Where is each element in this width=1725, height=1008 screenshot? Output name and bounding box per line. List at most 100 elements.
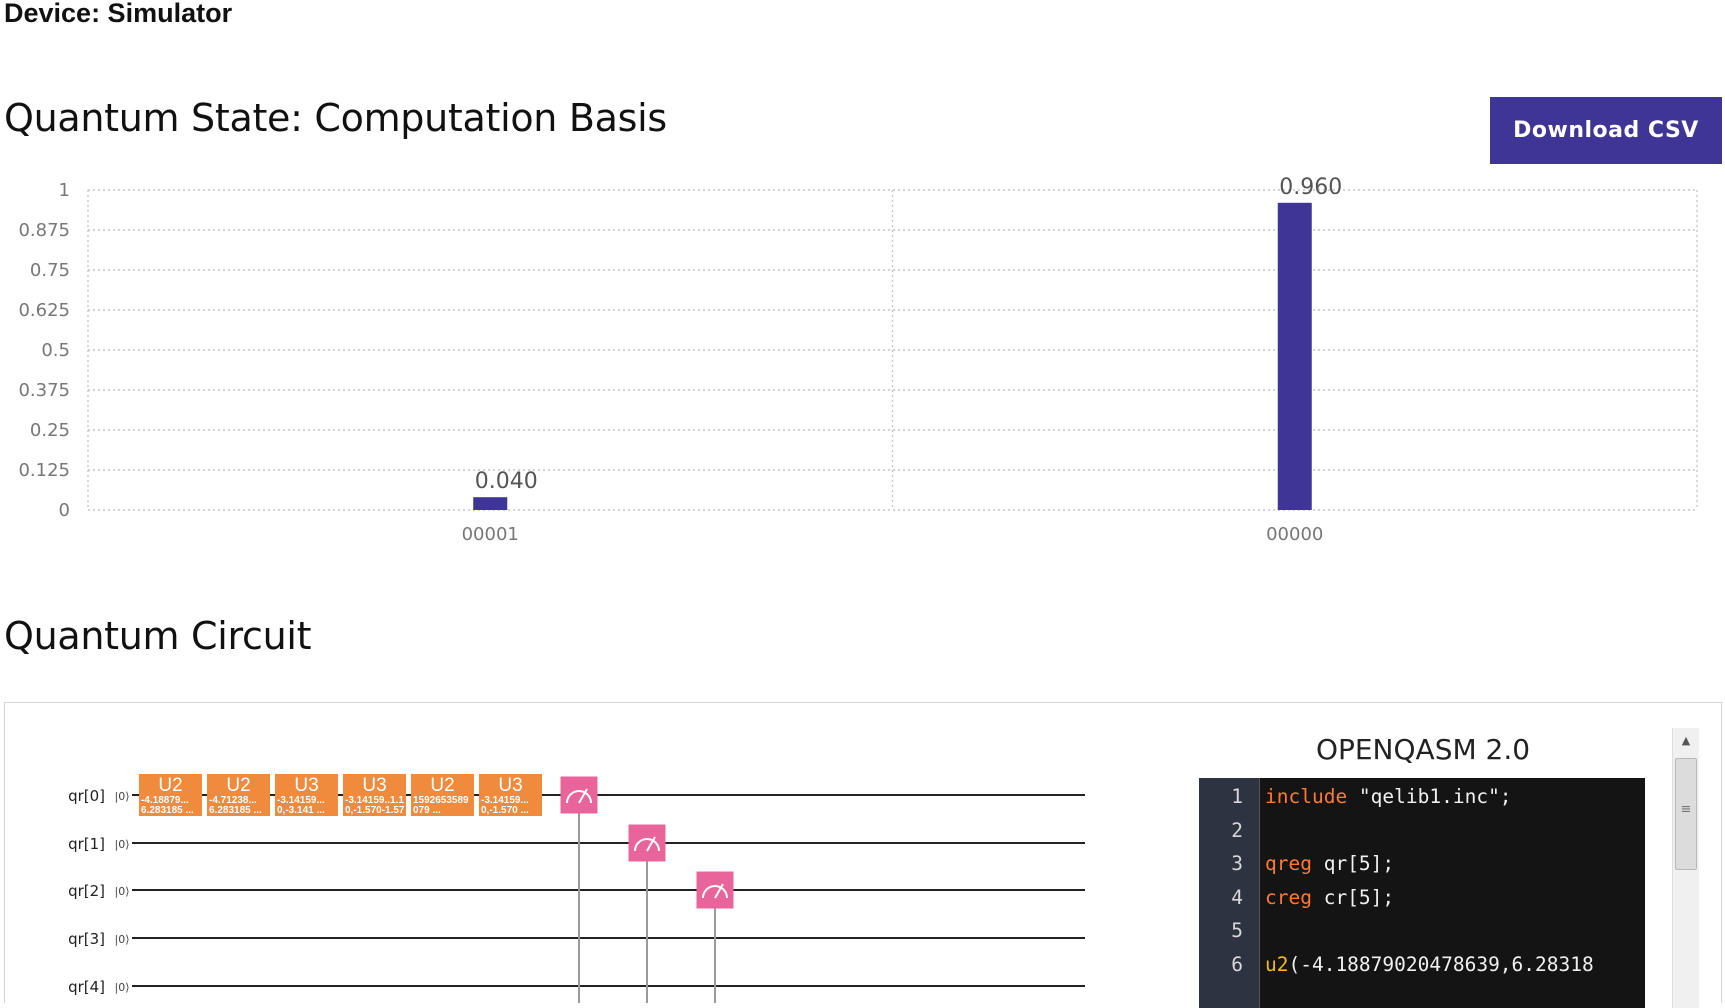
- x-tick-label: 00001: [462, 524, 519, 545]
- gate-u2[interactable]: U21592653589079 ...: [411, 774, 474, 816]
- meter-icon: [702, 885, 728, 899]
- qubit-label: qr[4]: [68, 978, 105, 996]
- y-tick-label: 0.25: [30, 420, 70, 441]
- line-number: 6: [1231, 952, 1243, 976]
- quantum-state-title: Quantum State: Computation Basis: [4, 96, 667, 140]
- gate-u2[interactable]: U2-4.71238...6.283185 ...: [207, 774, 270, 816]
- gate-param: 079 ...: [413, 805, 441, 816]
- gate-param: 0,-3.141 ...: [277, 805, 325, 816]
- editor-scrollbar[interactable]: ▲ ≡: [1672, 728, 1699, 1008]
- measure-box: [628, 824, 666, 862]
- measure-gate[interactable]: [696, 871, 734, 909]
- circuit-diagram[interactable]: qr[0] |0⟩ qr[1] |0⟩ qr[2] |0⟩ qr[3] |0⟩ qr[4] |0⟩…: [5, 703, 1195, 1003]
- quantum-circuit-title: Quantum Circuit: [4, 614, 312, 658]
- gate-u3[interactable]: U3-3.14159...0,-1.570 ...: [479, 774, 542, 816]
- measure-box: [696, 871, 734, 909]
- gate-param: 1592653589: [413, 795, 469, 806]
- bar-value-label: 0.960: [1279, 175, 1342, 200]
- gate-box: [343, 774, 406, 816]
- gate-param: 0,-1.570 ...: [481, 805, 529, 816]
- qubit-label: qr[3]: [68, 930, 105, 948]
- gate-param: 6.283185 ...: [141, 805, 194, 816]
- meter-needle-icon: [646, 836, 656, 852]
- measure-box: [560, 776, 598, 814]
- meter-needle-icon: [714, 883, 724, 899]
- code-line: 4 creg cr[5];: [1199, 881, 1645, 914]
- qubit-init-state: |0⟩: [115, 981, 130, 994]
- line-number: 2: [1231, 818, 1243, 842]
- measure-gate[interactable]: [560, 776, 598, 814]
- gate-param: 6.283185 ...: [209, 805, 262, 816]
- code-keyword: include: [1265, 785, 1348, 808]
- line-number: 5: [1231, 919, 1243, 942]
- bar-value-label: 0.040: [475, 469, 538, 494]
- device-label: Device: Simulator: [4, 0, 233, 28]
- qubit-label: qr[0]: [68, 787, 105, 805]
- meter-needle-icon: [578, 788, 588, 804]
- code-text: qreg qr[5];: [1265, 852, 1395, 875]
- gate-box: [411, 774, 474, 816]
- circuit-panel: qr[0] |0⟩ qr[1] |0⟩ qr[2] |0⟩ qr[3] |0⟩ qr[4] |0⟩…: [4, 702, 1722, 1008]
- line-number: 4: [1231, 885, 1243, 909]
- code-line: 1 include "qelib1.inc";: [1199, 780, 1645, 813]
- gate-box: [275, 774, 338, 816]
- qubit-init-state: |0⟩: [115, 885, 130, 898]
- code-line: 2: [1199, 814, 1645, 847]
- gate-box: [207, 774, 270, 816]
- gate-param: 0,-1.570-1.57: [345, 805, 405, 816]
- code-keyword: u2: [1265, 952, 1289, 976]
- gate-u3[interactable]: U3-3.14159...0,-3.141 ...: [275, 774, 338, 816]
- x-tick-label: 00000: [1266, 524, 1323, 545]
- scroll-up-icon[interactable]: ▲: [1681, 734, 1691, 747]
- qubit-init-state: |0⟩: [115, 838, 130, 851]
- code-keyword: creg: [1265, 885, 1312, 909]
- line-number: 1: [1231, 785, 1243, 808]
- gate-u2[interactable]: U2-4.18879...6.283185 ...: [139, 774, 202, 816]
- qubit-label: qr[1]: [68, 835, 105, 853]
- editor-gutter: [1199, 778, 1260, 1008]
- code-line: 6 u2(-4.18879020478639,6.28318: [1199, 948, 1645, 981]
- y-tick-label: 0.375: [18, 380, 70, 401]
- download-csv-button[interactable]: Download CSV: [1490, 97, 1722, 164]
- gate-name: U2: [226, 775, 250, 796]
- scroll-thumb[interactable]: ≡: [1675, 758, 1697, 870]
- qasm-title: OPENQASM 2.0: [1315, 733, 1531, 766]
- code-keyword: qreg: [1265, 852, 1312, 875]
- gate-name: U3: [498, 775, 522, 796]
- y-tick-label: 0.875: [18, 220, 70, 241]
- y-tick-label: 0.625: [18, 300, 70, 321]
- y-tick-label: 0.5: [41, 340, 70, 361]
- gate-box: [479, 774, 542, 816]
- qubit-init-state: |0⟩: [115, 790, 130, 803]
- y-tick-label: 0.75: [30, 260, 70, 281]
- code-text: u2(-4.18879020478639,6.28318: [1265, 952, 1594, 976]
- meter-icon: [634, 838, 660, 852]
- y-tick-label: 1: [59, 180, 70, 201]
- measure-gate[interactable]: [628, 824, 666, 862]
- meter-icon: [566, 790, 592, 804]
- bar-00000: [1277, 202, 1312, 511]
- bar-00001: [473, 497, 508, 510]
- code-line: 3 qreg qr[5];: [1199, 847, 1645, 880]
- gate-u3[interactable]: U3-3.14159..1.10,-1.570-1.57: [343, 774, 406, 816]
- qubit-label: qr[2]: [68, 882, 105, 900]
- gate-name: U3: [294, 775, 318, 796]
- gate-name: U2: [158, 775, 182, 796]
- y-tick-label: 0.125: [18, 460, 70, 481]
- code-line: 5: [1199, 914, 1645, 947]
- grip-icon: ≡: [1680, 802, 1692, 817]
- line-number: 3: [1231, 852, 1243, 875]
- gate-param: -4.18879...: [141, 795, 189, 806]
- gate-param: -3.14159...: [277, 795, 325, 806]
- code-text: creg cr[5];: [1265, 885, 1395, 909]
- quantum-state-chart: 0 0.125 0.25 0.375 0.5 0.625 0.75 0.875 1 0.040 00…: [18, 175, 1698, 545]
- gate-box: [139, 774, 202, 816]
- gate-name: U2: [430, 775, 454, 796]
- code-text: include "qelib1.inc";: [1265, 785, 1512, 808]
- gate-param: -3.14159..1.1: [345, 795, 404, 806]
- y-tick-label: 0: [59, 500, 70, 521]
- qubit-init-state: |0⟩: [115, 933, 130, 946]
- qasm-editor[interactable]: 1 include "qelib1.inc"; 2 3 qreg qr[5]; 4 creg…: [1199, 778, 1645, 1008]
- gate-name: U3: [362, 775, 386, 796]
- gate-param: -3.14159...: [481, 795, 529, 806]
